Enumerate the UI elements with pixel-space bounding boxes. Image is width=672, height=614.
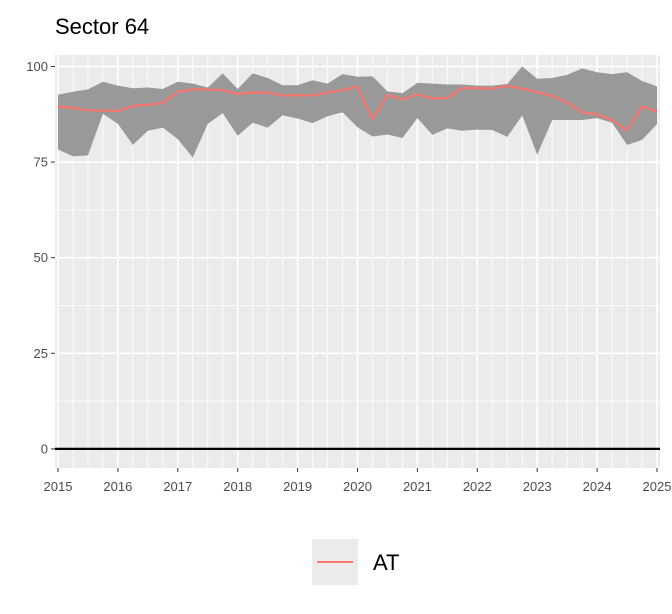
y-tick-label: 100 bbox=[26, 59, 48, 74]
x-tick-label: 2018 bbox=[223, 479, 252, 494]
x-axis: 2015 2016 2017 2018 2019 2020 2021 2022 2023 2024… bbox=[44, 468, 672, 494]
grid-minor bbox=[55, 55, 660, 468]
y-tick-label: 25 bbox=[34, 346, 48, 361]
chart-title: Sector 64 bbox=[55, 14, 149, 39]
x-tick-label: 2021 bbox=[403, 479, 432, 494]
y-tick-label: 50 bbox=[34, 250, 48, 265]
x-tick-label: 2022 bbox=[463, 479, 492, 494]
legend: AT bbox=[312, 539, 399, 585]
x-tick-label: 2019 bbox=[283, 479, 312, 494]
legend-label: AT bbox=[373, 550, 399, 575]
series-line bbox=[57, 84, 658, 132]
x-tick-label: 2015 bbox=[44, 479, 73, 494]
y-tick-label: 75 bbox=[34, 155, 48, 170]
x-tick-label: 2016 bbox=[103, 479, 132, 494]
x-tick-label: 2024 bbox=[583, 479, 612, 494]
series-line-layer bbox=[57, 84, 658, 132]
y-tick-label: 0 bbox=[41, 441, 48, 456]
x-tick-label: 2020 bbox=[343, 479, 372, 494]
grid-major bbox=[55, 55, 660, 468]
x-tick-label: 2023 bbox=[523, 479, 552, 494]
x-tick-label: 2017 bbox=[163, 479, 192, 494]
x-tick-label: 2025 bbox=[643, 479, 672, 494]
y-axis: 0 25 50 75 100 bbox=[26, 59, 55, 456]
